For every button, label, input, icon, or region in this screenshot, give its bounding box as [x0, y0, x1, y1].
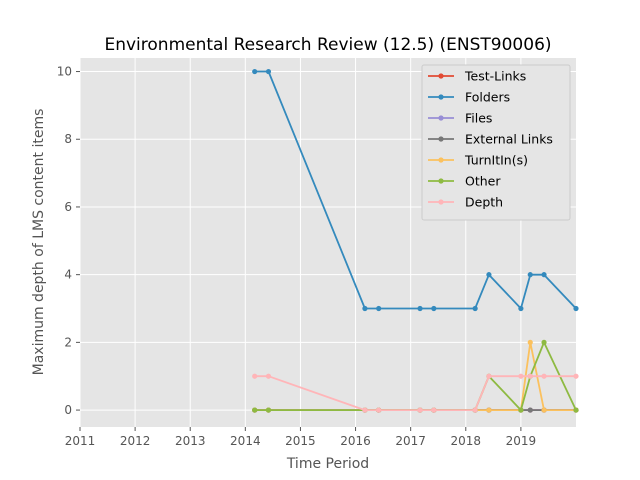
data-point	[527, 407, 533, 413]
y-tick-label: 8	[64, 132, 72, 146]
legend-label: Folders	[465, 90, 510, 105]
data-point	[472, 407, 478, 413]
data-point	[376, 305, 382, 312]
legend-marker	[438, 136, 444, 142]
series-depth	[252, 373, 579, 413]
data-point	[541, 373, 547, 379]
data-point	[518, 373, 524, 379]
data-point	[573, 373, 579, 379]
series-lines	[252, 68, 579, 413]
x-tick-label: 2013	[175, 434, 206, 448]
legend: Test-Links Folders Files External Links Turn…	[421, 64, 571, 221]
legend-label: Other	[465, 174, 501, 189]
legend-marker	[438, 199, 444, 205]
data-point	[265, 373, 272, 379]
legend-item: TurnItIn(s)	[428, 153, 528, 168]
data-point	[518, 407, 524, 413]
legend-label: Test-Links	[464, 69, 526, 84]
data-point	[252, 373, 258, 379]
data-point	[362, 305, 368, 312]
y-tick-label: 6	[64, 200, 72, 214]
data-point	[527, 272, 533, 278]
x-tick-label: 2015	[285, 434, 316, 448]
y-tick-label: 10	[57, 65, 72, 79]
data-point	[486, 407, 492, 413]
legend-label: TurnItIn(s)	[464, 153, 528, 168]
data-point	[541, 272, 547, 278]
legend-marker	[438, 94, 444, 100]
x-tick-label: 2019	[506, 434, 537, 448]
y-axis-label: Maximum depth of LMS content items	[31, 109, 47, 376]
x-tick-label: 2018	[451, 434, 482, 448]
legend-marker	[438, 115, 444, 121]
data-point	[252, 407, 258, 413]
data-point	[252, 68, 258, 75]
legend-label: Files	[465, 111, 492, 126]
data-point	[431, 305, 437, 312]
legend-box	[421, 64, 571, 221]
data-point	[573, 407, 579, 413]
legend-marker	[438, 157, 444, 163]
legend-item: Test-Links	[428, 69, 526, 84]
legend-marker	[438, 73, 444, 79]
chart-title: Environmental Research Review (12.5) (EN…	[104, 35, 551, 55]
data-point	[541, 407, 547, 413]
y-axis-ticks: 0 2 4 6 8 10	[57, 65, 80, 417]
y-tick-label: 0	[64, 403, 72, 417]
x-axis-ticks: 2011 2012 2013 2014 2015 2016 2017 2018 2019	[65, 427, 536, 448]
legend-item: Other	[428, 174, 501, 189]
data-point	[417, 305, 423, 312]
data-point	[265, 407, 272, 413]
data-point	[376, 407, 382, 413]
data-point	[362, 407, 368, 413]
x-tick-label: 2014	[230, 434, 261, 448]
data-point	[527, 339, 533, 345]
y-tick-label: 4	[64, 268, 72, 282]
x-tick-label: 2017	[395, 434, 426, 448]
x-axis-label: Time Period	[286, 456, 369, 472]
legend-item: Files	[428, 111, 492, 126]
x-tick-label: 2011	[65, 434, 96, 448]
data-point	[417, 407, 423, 413]
x-tick-label: 2012	[120, 434, 151, 448]
legend-item: Folders	[428, 90, 510, 105]
data-point	[518, 305, 524, 312]
data-point	[573, 305, 579, 312]
legend-label: Depth	[465, 195, 503, 210]
data-point	[486, 272, 492, 278]
series-folders	[252, 68, 579, 312]
data-point	[541, 339, 547, 345]
data-point	[265, 68, 272, 75]
legend-item: External Links	[428, 132, 553, 147]
legend-marker	[438, 178, 444, 184]
legend-item: Depth	[428, 195, 503, 210]
data-point	[486, 373, 492, 379]
x-tick-label: 2016	[340, 434, 371, 448]
data-point	[431, 407, 437, 413]
legend-label: External Links	[465, 132, 553, 147]
y-tick-label: 2	[64, 335, 72, 349]
data-point	[472, 305, 478, 312]
data-point	[527, 373, 533, 379]
